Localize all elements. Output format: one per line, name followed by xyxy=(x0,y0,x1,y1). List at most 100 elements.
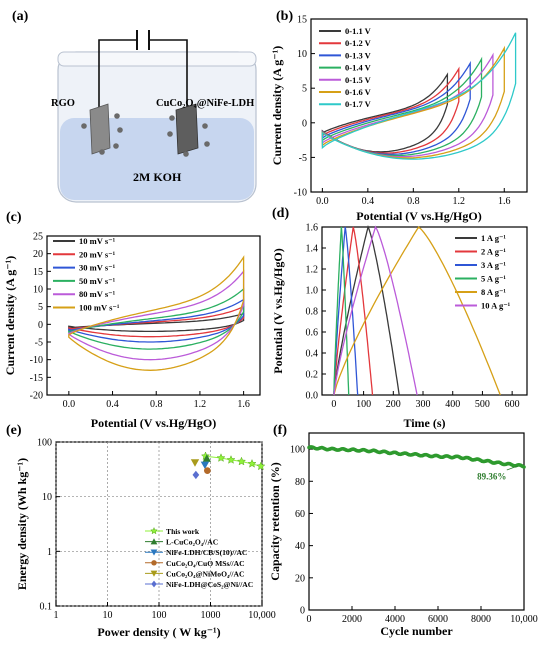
triangle-marker xyxy=(150,549,158,556)
y-tick-label: 10 xyxy=(297,49,307,60)
triangle-marker xyxy=(190,459,200,467)
cv-curve xyxy=(68,269,245,361)
y-axis-label: Capacity retention (%) xyxy=(268,462,282,580)
cv-curve xyxy=(321,32,517,160)
x-tick-label: 1000 xyxy=(201,610,221,621)
y-tick-label: 60 xyxy=(295,509,305,520)
panel-label-f: (f) xyxy=(273,423,287,438)
y-tick-label: -20 xyxy=(30,391,43,402)
x-tick-label: 4000 xyxy=(385,614,405,625)
legend-label: 50 mV s⁻¹ xyxy=(79,276,116,286)
y-tick-label: 0.6 xyxy=(306,328,319,339)
y-axis-label: Energy density (Wh kg⁻¹) xyxy=(15,458,29,590)
x-tick-label: 1.6 xyxy=(237,399,250,410)
plot-frame xyxy=(310,18,528,193)
x-tick-label: 0 xyxy=(331,399,336,410)
panel-label-c: (c) xyxy=(6,210,22,225)
x-axis-label: Potential (V vs.Hg/HgO) xyxy=(91,416,216,430)
legend-label: 10 A g⁻¹ xyxy=(481,301,511,311)
circuit-wire xyxy=(98,39,188,110)
legend-label: 3 A g⁻¹ xyxy=(481,260,506,270)
y-tick-label: -15 xyxy=(30,373,43,384)
electrolyte xyxy=(60,118,254,200)
gcd-curve xyxy=(333,225,418,396)
y-tick-label: 0.0 xyxy=(306,391,319,402)
star-marker xyxy=(226,455,236,464)
legend-label: NiFe-LDH/CB/S(10)//AC xyxy=(166,548,247,557)
cv-curve xyxy=(68,287,245,350)
y-tick-label: 25 xyxy=(33,232,43,243)
gcd-chart: 0 100 200 300 400 500 600 0.0 0.2 0.4 0.6 0.8 1.0 1.2… xyxy=(271,223,528,430)
cv-curve xyxy=(68,255,245,371)
electrolyte-label: 2M KOH xyxy=(133,170,182,184)
y-axis-label: Current density (A g⁻¹) xyxy=(3,256,17,375)
y-axis-label: Potential (V vs.Hg/HgO) xyxy=(271,248,285,373)
legend-label: CuCo₂O₄@NiMoO₄//AC xyxy=(166,569,244,578)
x-tick-label: 300 xyxy=(416,399,431,410)
x-tick-label: 10 xyxy=(103,610,113,621)
cv-scanrate-chart: 0.0 0.4 0.8 1.2 1.6 -20 -15 -10 -5 0 5 10 15 20 25 Pote… xyxy=(3,232,261,430)
x-axis-label: Potential (V vs.Hg/HgO) xyxy=(356,209,481,223)
x-tick-label: 10,000 xyxy=(248,610,276,621)
panel-a: (a) RGO CuCo₂O₄@NiFe-LDH 2M KOH xyxy=(12,9,257,203)
x-tick-label: 0.8 xyxy=(407,196,420,207)
x-tick-label: 8000 xyxy=(471,614,491,625)
x-tick-label: 0.0 xyxy=(316,196,329,207)
legend-label: 0-1.5 V xyxy=(345,75,372,85)
y-tick-label: 80 xyxy=(295,477,305,488)
star-marker xyxy=(247,458,257,468)
x-tick-label: 10,000 xyxy=(510,614,538,625)
cycle-point xyxy=(522,465,526,469)
y-tick-label: 15 xyxy=(297,15,307,26)
star-marker xyxy=(236,456,247,466)
y-tick-label: -5 xyxy=(299,153,307,164)
legend-label: 0-1.2 V xyxy=(345,38,372,48)
y-tick-label: 0 xyxy=(300,606,305,617)
y-tick-label: -10 xyxy=(30,355,43,366)
x-tick-label: 1.6 xyxy=(498,196,511,207)
triangle-marker xyxy=(150,570,158,577)
y-tick-label: 1.2 xyxy=(306,265,319,276)
y-tick-label: 0.4 xyxy=(306,349,319,360)
legend-label: 10 mV s⁻¹ xyxy=(79,236,116,246)
cv-window-chart: 0.0 0.4 0.8 1.2 1.6 -10 -5 0 5 10 15 Potential (V v… xyxy=(270,15,528,223)
gcd-curve xyxy=(333,226,350,396)
cucoo-electrode xyxy=(175,103,199,155)
y-tick-label: 0.8 xyxy=(306,307,319,318)
x-tick-label: 0 xyxy=(307,614,312,625)
x-tick-label: 100 xyxy=(356,399,371,410)
y-tick-label: 20 xyxy=(33,249,43,260)
diamond-marker xyxy=(151,580,157,588)
x-tick-label: 100 xyxy=(152,610,167,621)
legend-label: 0-1.7 V xyxy=(345,99,372,109)
star-marker xyxy=(150,526,158,535)
y-tick-label: 15 xyxy=(33,267,43,278)
gcd-curve xyxy=(333,224,400,396)
legend-label: 100 mV s⁻¹ xyxy=(79,303,120,313)
cycling-chart: 0 2000 4000 6000 8000 10,000 0 20 40 60 80 100 Cycle… xyxy=(268,432,538,638)
y-tick-label: 5 xyxy=(38,302,43,313)
panel-label-a: (a) xyxy=(12,9,29,24)
cv-curve xyxy=(321,66,460,154)
circle-marker xyxy=(151,560,157,566)
cv-curve xyxy=(321,72,449,153)
y-tick-label: 0 xyxy=(302,118,307,129)
x-axis-label: Power density ( W kg⁻¹) xyxy=(97,625,220,639)
legend-label: 0-1.4 V xyxy=(345,63,372,73)
x-tick-label: 0.4 xyxy=(362,196,375,207)
gcd-curve xyxy=(333,226,501,396)
x-tick-label: 1 xyxy=(54,610,59,621)
legend-label: NiFe-LDH@CoS₂@Ni//AC xyxy=(166,580,253,589)
y-tick-label: -5 xyxy=(35,338,43,349)
x-tick-label: 6000 xyxy=(428,614,448,625)
y-tick-label: 40 xyxy=(295,541,305,552)
triangle-marker xyxy=(202,454,212,462)
y-tick-label: -10 xyxy=(294,188,307,199)
circle-marker xyxy=(204,467,211,474)
triangle-marker xyxy=(200,461,210,470)
y-tick-label: 0.2 xyxy=(306,370,319,381)
y-tick-label: 0 xyxy=(38,320,43,331)
plot-frame xyxy=(46,235,261,396)
legend-label: 0-1.6 V xyxy=(345,87,372,97)
panel-label-d: (d) xyxy=(272,206,289,221)
